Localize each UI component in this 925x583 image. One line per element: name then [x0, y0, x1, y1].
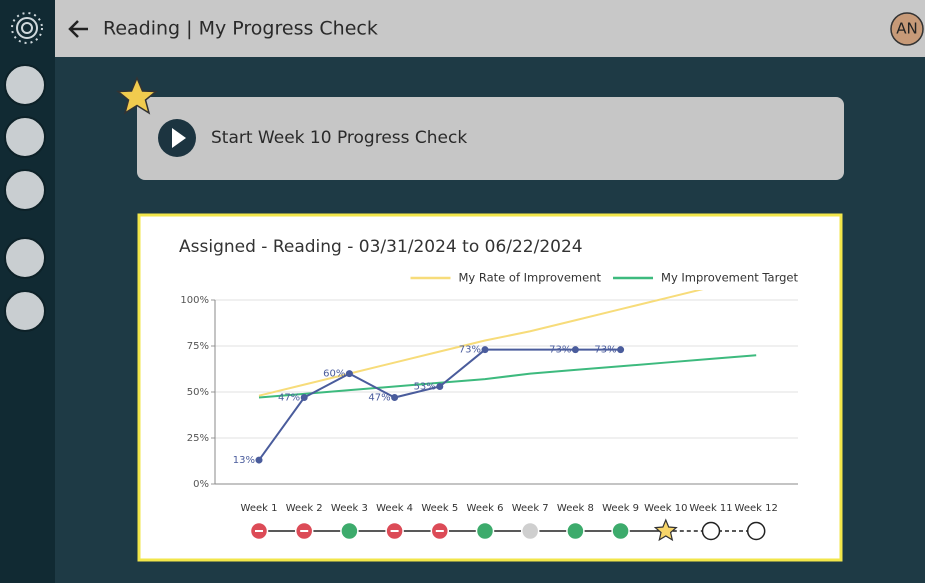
chart-panel: [137, 213, 843, 562]
nav-reading[interactable]: [4, 64, 46, 106]
status-marker: [475, 521, 495, 541]
data-label: 73%: [549, 345, 571, 356]
nav-explore[interactable]: [4, 290, 46, 332]
data-point: [436, 382, 444, 390]
data-point: [571, 346, 579, 354]
chart: 0% 25% 50% 75% 100% Week 1 Week 2 Week 3 Week 4 W…: [180, 271, 798, 542]
play-triangle: [172, 128, 186, 148]
header-title: Reading | My Progress Check: [103, 18, 378, 40]
y-tick-label: 100%: [180, 295, 209, 306]
back-arrow[interactable]: [68, 20, 88, 38]
start-button-label: Start Week 10 Progress Check: [211, 128, 467, 148]
x-tick-label: Week 1: [241, 503, 278, 514]
data-label: 47%: [368, 393, 390, 404]
x-tick-label: Week 2: [286, 503, 323, 514]
status-marker: [611, 521, 630, 541]
y-tick-label: 0%: [193, 479, 209, 490]
nav-math[interactable]: [4, 116, 46, 158]
status-marker: [653, 518, 678, 542]
x-tick-label: Week 9: [602, 503, 639, 514]
avatar[interactable]: [890, 12, 924, 46]
data-point: [617, 346, 625, 354]
avatar-initials: AN: [896, 20, 917, 38]
y-tick-label: 50%: [187, 387, 209, 398]
legend-label: My Improvement Target: [661, 271, 798, 285]
data-point: [481, 346, 489, 354]
y-tick-label: 25%: [187, 433, 209, 444]
plot-area: [258, 290, 757, 461]
legend-label: My Rate of Improvement: [459, 271, 602, 285]
x-tick-label: Week 12: [735, 503, 778, 514]
status-marker: [746, 521, 766, 541]
x-tick-label: Week 10: [644, 503, 687, 514]
data-point: [300, 394, 308, 402]
chart-title: Assigned - Reading - 03/31/2024 to 06/22…: [179, 237, 583, 257]
x-tick-label: Week 6: [467, 503, 504, 514]
x-tick-label: Week 5: [421, 503, 458, 514]
x-tick-label: Week 7: [512, 503, 549, 514]
status-marker: [701, 521, 721, 541]
star-badge: [115, 76, 159, 115]
status-marker: [340, 521, 359, 541]
data-label: 73%: [594, 345, 616, 356]
data-label: 73%: [459, 345, 481, 356]
data-point: [255, 456, 263, 464]
x-tick-label: Week 8: [557, 503, 594, 514]
start-button[interactable]: [137, 97, 844, 180]
nav-health[interactable]: [4, 237, 46, 279]
data-label: 13%: [233, 455, 255, 466]
nav-icons[interactable]: [4, 64, 46, 332]
nav-science[interactable]: [4, 169, 46, 211]
data-label: 47%: [278, 393, 300, 404]
x-tick-label: Week 3: [331, 503, 368, 514]
y-tick-label: 75%: [187, 341, 209, 352]
series-line: [258, 348, 621, 461]
series-line: [258, 354, 757, 399]
status-marker: [566, 521, 585, 541]
x-tick-label: Week 4: [376, 503, 413, 514]
data-label: 60%: [323, 369, 345, 380]
x-tick-label: Week 11: [689, 503, 732, 514]
status-marker: [520, 521, 540, 541]
data-point: [391, 394, 399, 402]
logo: [11, 12, 43, 44]
header-bar: [55, 0, 925, 57]
data-point: [345, 370, 353, 378]
series-line: [258, 290, 704, 397]
data-label: 53%: [414, 381, 436, 392]
